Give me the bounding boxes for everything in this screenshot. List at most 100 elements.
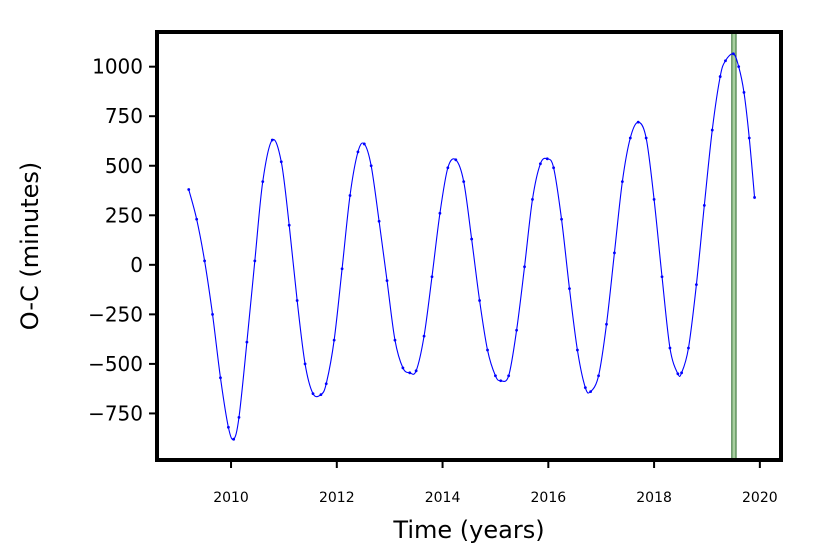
data-point (478, 299, 481, 302)
data-point (332, 338, 336, 342)
data-point (253, 259, 257, 263)
data-point (494, 374, 497, 378)
data-point (668, 346, 672, 350)
data-point (515, 328, 518, 332)
x-tick-label: 2012 (319, 490, 355, 506)
data-point (552, 166, 556, 170)
x-tick-label: 2010 (213, 490, 249, 506)
data-point (568, 287, 571, 291)
data-point (377, 219, 381, 223)
data-point (408, 371, 412, 375)
data-point (694, 283, 698, 287)
data-point (303, 362, 307, 366)
x-tick-label: 2018 (636, 490, 672, 506)
data-point (538, 162, 542, 166)
data-point (613, 251, 616, 255)
y-tick-label: 500 (105, 154, 143, 178)
data-point (470, 237, 474, 241)
data-point (462, 180, 466, 184)
data-point (742, 91, 746, 94)
data-point (737, 65, 741, 69)
data-point (414, 369, 418, 373)
data-point (356, 150, 360, 154)
data-point (430, 275, 434, 279)
data-point (261, 180, 265, 184)
y-tick-label: 0 (130, 253, 143, 277)
data-point (362, 142, 366, 146)
data-point (499, 379, 503, 383)
data-point (203, 259, 206, 263)
data-point (702, 203, 706, 207)
y-tick-label: −250 (88, 302, 143, 326)
y-tick-label: 1000 (92, 55, 143, 79)
y-axis-title: O-C (minutes) (16, 162, 44, 330)
data-point (589, 390, 593, 394)
data-point (747, 136, 751, 140)
data-point (348, 194, 352, 197)
data-point (486, 348, 489, 352)
x-axis-ticks: 2010 2012 2014 2016 2018 2020 (213, 460, 778, 506)
data-point (680, 371, 683, 375)
data-point (710, 128, 714, 132)
data-point (422, 334, 426, 338)
data-point (219, 376, 222, 380)
data-point (311, 392, 315, 396)
data-point (385, 279, 389, 283)
x-tick-label: 2020 (742, 490, 778, 506)
data-point (636, 120, 640, 124)
data-point (393, 338, 397, 342)
data-point (605, 322, 608, 326)
data-point (319, 393, 323, 397)
data-point (507, 374, 511, 378)
data-point (195, 217, 199, 221)
data-point (232, 437, 236, 441)
data-point (724, 59, 727, 63)
data-point (560, 217, 563, 221)
data-point (287, 223, 291, 227)
data-point (531, 198, 534, 201)
data-point (295, 299, 299, 302)
data-point (660, 275, 664, 279)
data-point (245, 340, 249, 344)
y-axis-ticks: 1000 750 500 250 0 −250 −500 −750 (88, 55, 157, 425)
data-point (732, 52, 735, 56)
highlight-band-layer (731, 31, 737, 461)
highlight-band (731, 31, 737, 461)
y-tick-label: −500 (88, 352, 143, 376)
data-point (401, 366, 405, 370)
plot-frame (155, 30, 783, 462)
data-point (523, 265, 526, 269)
data-point (237, 415, 241, 419)
data-point (279, 160, 283, 164)
data-point (628, 136, 632, 140)
data-point (226, 425, 230, 429)
data-point (583, 386, 587, 390)
data-point (438, 211, 442, 215)
y-tick-label: −750 (88, 401, 143, 425)
data-point (446, 166, 450, 170)
data-point (340, 267, 344, 271)
data-point (753, 196, 756, 199)
data-point (644, 136, 648, 140)
data-point (576, 348, 579, 352)
data-point (545, 157, 549, 161)
data-point (676, 372, 680, 376)
x-axis-title: Time (years) (392, 516, 544, 544)
data-point (620, 180, 624, 184)
y-tick-label: 750 (105, 104, 143, 128)
data-point (187, 188, 191, 191)
data-point (454, 158, 458, 162)
data-point (270, 138, 274, 142)
data-point (652, 198, 656, 201)
data-point (718, 75, 722, 78)
y-tick-label: 250 (105, 203, 143, 227)
x-tick-label: 2014 (425, 490, 461, 506)
data-point (687, 346, 690, 350)
series-line (188, 53, 756, 441)
data-point (597, 374, 600, 378)
series-layer (187, 52, 756, 441)
x-tick-label: 2016 (531, 490, 567, 506)
data-point (369, 164, 373, 168)
data-point (211, 312, 214, 316)
